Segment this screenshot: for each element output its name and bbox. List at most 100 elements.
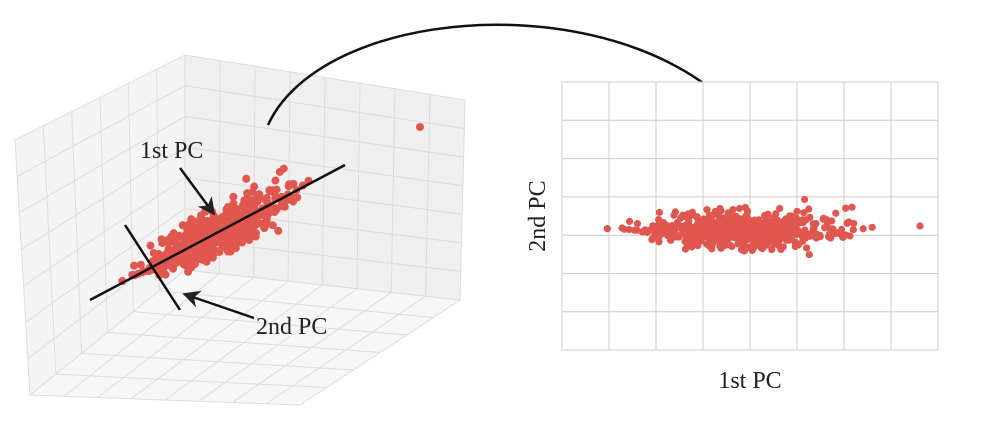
scatter-dot [667, 236, 675, 244]
scatter-dot [800, 209, 808, 217]
annotation: 1st PC [140, 138, 203, 164]
scatter-dot [208, 253, 217, 262]
scatter-dot [261, 221, 270, 230]
scatter-dot [793, 207, 801, 215]
scatter-dot [251, 229, 260, 238]
scatter-dot [416, 123, 424, 131]
scatter-dot [648, 235, 656, 244]
scatter-dot [277, 199, 286, 208]
scatter-dot [683, 239, 691, 247]
scatter-dot [169, 264, 178, 273]
wall-grid-line [265, 295, 426, 405]
first-pc-axis [89, 163, 346, 302]
scatter-dot [805, 250, 813, 259]
scatter-dot [783, 217, 791, 225]
scatter-dot [700, 233, 708, 241]
scatter-dot [253, 197, 262, 206]
scatter-dot [794, 228, 803, 236]
scatter-dot [146, 241, 155, 250]
scatter-dot [164, 244, 173, 253]
scatter-dot [769, 225, 778, 233]
wall-grid-line [425, 94, 431, 297]
annotation: 2nd PC [256, 314, 327, 340]
wall-grid-line [198, 288, 358, 402]
scatter-dot [729, 228, 737, 236]
scatter-dot [708, 219, 716, 227]
x-axis-label: 1st PC [718, 368, 781, 394]
wall-grid-line [16, 85, 186, 177]
scatter-dot [680, 212, 689, 220]
scatter-dot [250, 182, 259, 191]
scatter-dot [701, 226, 709, 234]
scatter-dot [161, 270, 170, 279]
wall-grid-line [184, 115, 464, 158]
scatter-dot [849, 225, 857, 234]
scatter-dot [771, 235, 780, 243]
scatter-dot [809, 220, 817, 228]
annotation-arrow [182, 290, 255, 320]
scatter-dot [714, 225, 722, 233]
scatter-dot [650, 223, 659, 231]
scatter-dot [741, 244, 749, 252]
scatter-dot [819, 214, 828, 222]
scatter-dot [687, 223, 695, 231]
scatter-dot [805, 205, 813, 213]
scatter-dot [229, 192, 238, 201]
scatter-dot [859, 225, 867, 233]
wall-grid-line [99, 97, 108, 333]
scatter-dot [681, 245, 690, 253]
scatter-dot [832, 209, 840, 217]
wall-grid-line [322, 77, 326, 286]
scatter-dot [674, 232, 682, 240]
scatter-dot [242, 174, 251, 183]
scatter-dot [678, 228, 687, 236]
3d-axes [14, 54, 466, 406]
scatter-dot [655, 208, 664, 216]
scatter-dot [703, 206, 711, 214]
wall-grid-line [71, 111, 83, 354]
scatter-dot [215, 247, 224, 256]
scatter-dot [209, 241, 218, 250]
scatter-dot [715, 238, 723, 246]
scatter-dot [284, 182, 293, 191]
second-pc-axis [123, 224, 182, 311]
scatter-dot [165, 235, 174, 244]
scatter-dot [728, 242, 736, 251]
scatter-dot [802, 244, 811, 252]
scatter-dot [240, 202, 249, 211]
scatter-dot [655, 238, 663, 246]
scatter-dot [750, 242, 758, 250]
scatter-dot [271, 176, 280, 185]
scatter-dot [136, 260, 145, 269]
scatter-dot [658, 227, 666, 235]
wall-grid-line [21, 146, 186, 250]
wall-grid-line [25, 208, 186, 323]
scatter-dot [196, 243, 205, 252]
scatter-dot [724, 209, 732, 217]
scatter-dot [868, 223, 876, 231]
wall-grid-line [97, 277, 255, 398]
scatter-dot [692, 230, 700, 238]
scatter-dot [916, 222, 924, 230]
scatter-dot [780, 225, 788, 234]
scatter-dot [630, 226, 639, 234]
annotation-arrow [178, 167, 216, 216]
scatter-dot [225, 244, 234, 253]
wall-grid-line [19, 115, 186, 214]
scatter-dot [688, 243, 696, 251]
scatter-dot [770, 219, 778, 228]
wall-grid-line [232, 292, 392, 403]
wall-grid-line [287, 71, 291, 282]
scatter-dot [663, 221, 671, 230]
scatter-dot [221, 219, 230, 228]
scatter-dot [799, 218, 807, 227]
scatter-dot [270, 208, 279, 217]
wall-grid-line [390, 88, 396, 293]
scatter-dot [657, 220, 665, 228]
scatter-dot [189, 217, 198, 226]
scatter-dot [193, 228, 202, 237]
scatter-dot [242, 223, 251, 232]
scatter-dot [204, 248, 213, 257]
scatter-dot [620, 225, 628, 233]
scatter-dot [735, 204, 744, 213]
